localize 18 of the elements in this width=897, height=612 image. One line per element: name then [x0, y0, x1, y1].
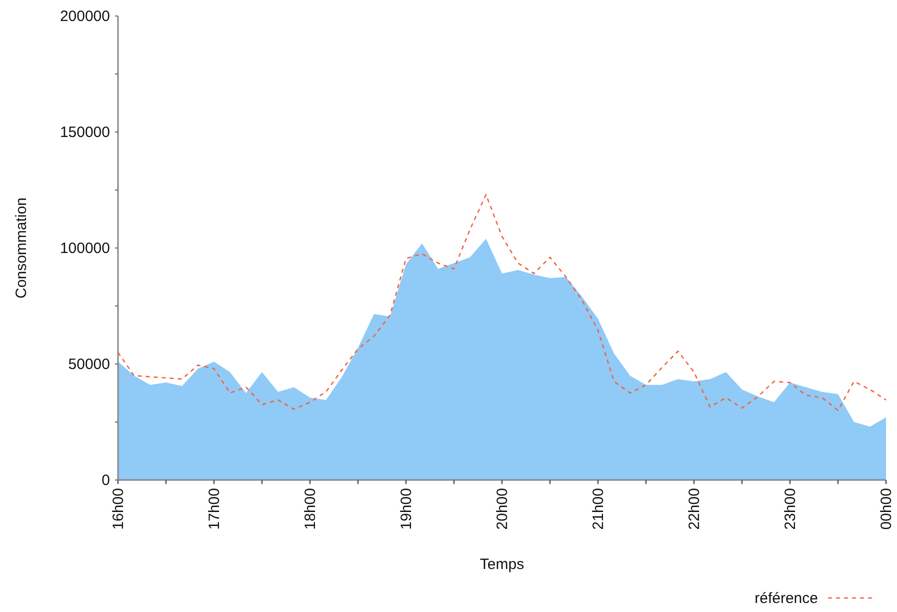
x-tick-label: 16h00: [110, 488, 127, 530]
x-tick-label: 21h00: [590, 488, 607, 530]
x-tick-label: 19h00: [398, 488, 415, 530]
y-tick-label: 100000: [60, 240, 110, 257]
x-tick-label: 17h00: [206, 488, 223, 530]
y-tick-label: 50000: [68, 356, 110, 373]
line-series: [117, 194, 887, 412]
x-tick-label: 23h00: [782, 488, 799, 530]
y-tick-label: 200000: [60, 8, 110, 25]
x-tick-label: 00h00: [878, 488, 895, 530]
x-tick-label: 22h00: [686, 488, 703, 530]
y-tick-label: 150000: [60, 124, 110, 141]
y-tick-label: 0: [102, 472, 110, 489]
x-tick-label: 20h00: [494, 488, 511, 530]
y-axis-title: Consommation: [13, 198, 30, 298]
x-tick-label: 18h00: [302, 488, 319, 530]
legend-label: référence: [754, 590, 818, 607]
x-axis-title: Temps: [480, 556, 524, 573]
